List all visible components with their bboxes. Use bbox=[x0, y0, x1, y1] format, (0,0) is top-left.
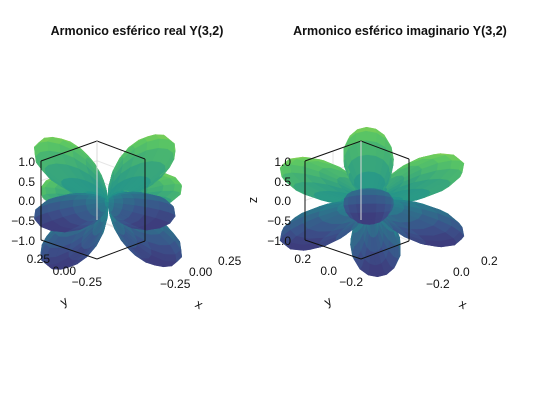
surface-patch bbox=[366, 203, 376, 212]
chart-title-real: Armonico esférico real Y(3,2) bbox=[51, 24, 224, 38]
z-tick-label: −1.0 bbox=[267, 234, 291, 248]
x-tick-label: 0.00 bbox=[189, 265, 213, 279]
z-tick-label: 0.0 bbox=[274, 194, 291, 208]
surface-patch bbox=[367, 155, 376, 172]
surface-patch bbox=[114, 198, 123, 203]
y-tick-label: −0.25 bbox=[72, 275, 103, 289]
surface-patch bbox=[376, 203, 385, 212]
panel-imaginary: Armonico esférico imaginario Y(3,2) 1.0 … bbox=[246, 24, 507, 313]
x-tick-label: −0.25 bbox=[160, 277, 191, 291]
chart-title-imaginary: Armonico esférico imaginario Y(3,2) bbox=[293, 24, 507, 38]
surface-patch bbox=[366, 140, 376, 155]
z-tick-label: −1.0 bbox=[11, 234, 35, 248]
surface-patch bbox=[45, 187, 56, 194]
z-ticks-real: 1.0 0.5 0.0 −0.5 −1.0 bbox=[11, 155, 35, 248]
x-tick-label: 0.0 bbox=[453, 265, 470, 279]
y-axis-label-imaginary: y bbox=[322, 294, 335, 310]
z-tick-label: 0.5 bbox=[274, 175, 291, 189]
surface-patch bbox=[367, 219, 375, 224]
surface-patch bbox=[348, 204, 357, 213]
z-axis-label-imaginary: z bbox=[246, 197, 260, 203]
x-tick-label: 0.25 bbox=[218, 254, 242, 268]
z-tick-label: −0.5 bbox=[11, 214, 35, 228]
surface-patch bbox=[367, 212, 376, 220]
y-tick-label: 0.25 bbox=[27, 252, 51, 266]
y-tick-label: 0.0 bbox=[320, 264, 337, 278]
z-tick-label: 0.0 bbox=[18, 194, 35, 208]
surface-patch bbox=[385, 196, 391, 204]
y-tick-label: −0.2 bbox=[339, 275, 363, 289]
z-tick-label: 1.0 bbox=[18, 155, 35, 169]
panel-real: Armonico esférico real Y(3,2) 1.0 0.5 0.… bbox=[11, 24, 241, 313]
x-axis-label-imaginary: x bbox=[457, 297, 470, 313]
surface-patch bbox=[450, 160, 460, 169]
z-ticks-imaginary: 1.0 0.5 0.0 −0.5 −1.0 bbox=[267, 155, 291, 248]
surface-patch bbox=[165, 254, 177, 262]
z-tick-label: 0.5 bbox=[18, 175, 35, 189]
surface-patch bbox=[174, 184, 181, 192]
z-tick-label: 1.0 bbox=[274, 155, 291, 169]
x-tick-label: 0.2 bbox=[481, 254, 498, 268]
y-tick-label: 0.2 bbox=[294, 252, 311, 266]
surface-patch bbox=[158, 139, 168, 149]
x-tick-label: −0.2 bbox=[426, 277, 450, 291]
y-axis-label-real: y bbox=[58, 294, 71, 310]
surface-patch bbox=[39, 141, 49, 152]
surface-patch bbox=[366, 189, 376, 195]
z-tick-label: −0.5 bbox=[267, 214, 291, 228]
x-axis-label-real: x bbox=[193, 297, 206, 313]
x-ticks-imaginary: −0.2 0.0 0.2 bbox=[426, 254, 498, 291]
surface-patch bbox=[348, 196, 356, 205]
surface-patch bbox=[366, 195, 376, 203]
surface-patch bbox=[376, 195, 385, 204]
